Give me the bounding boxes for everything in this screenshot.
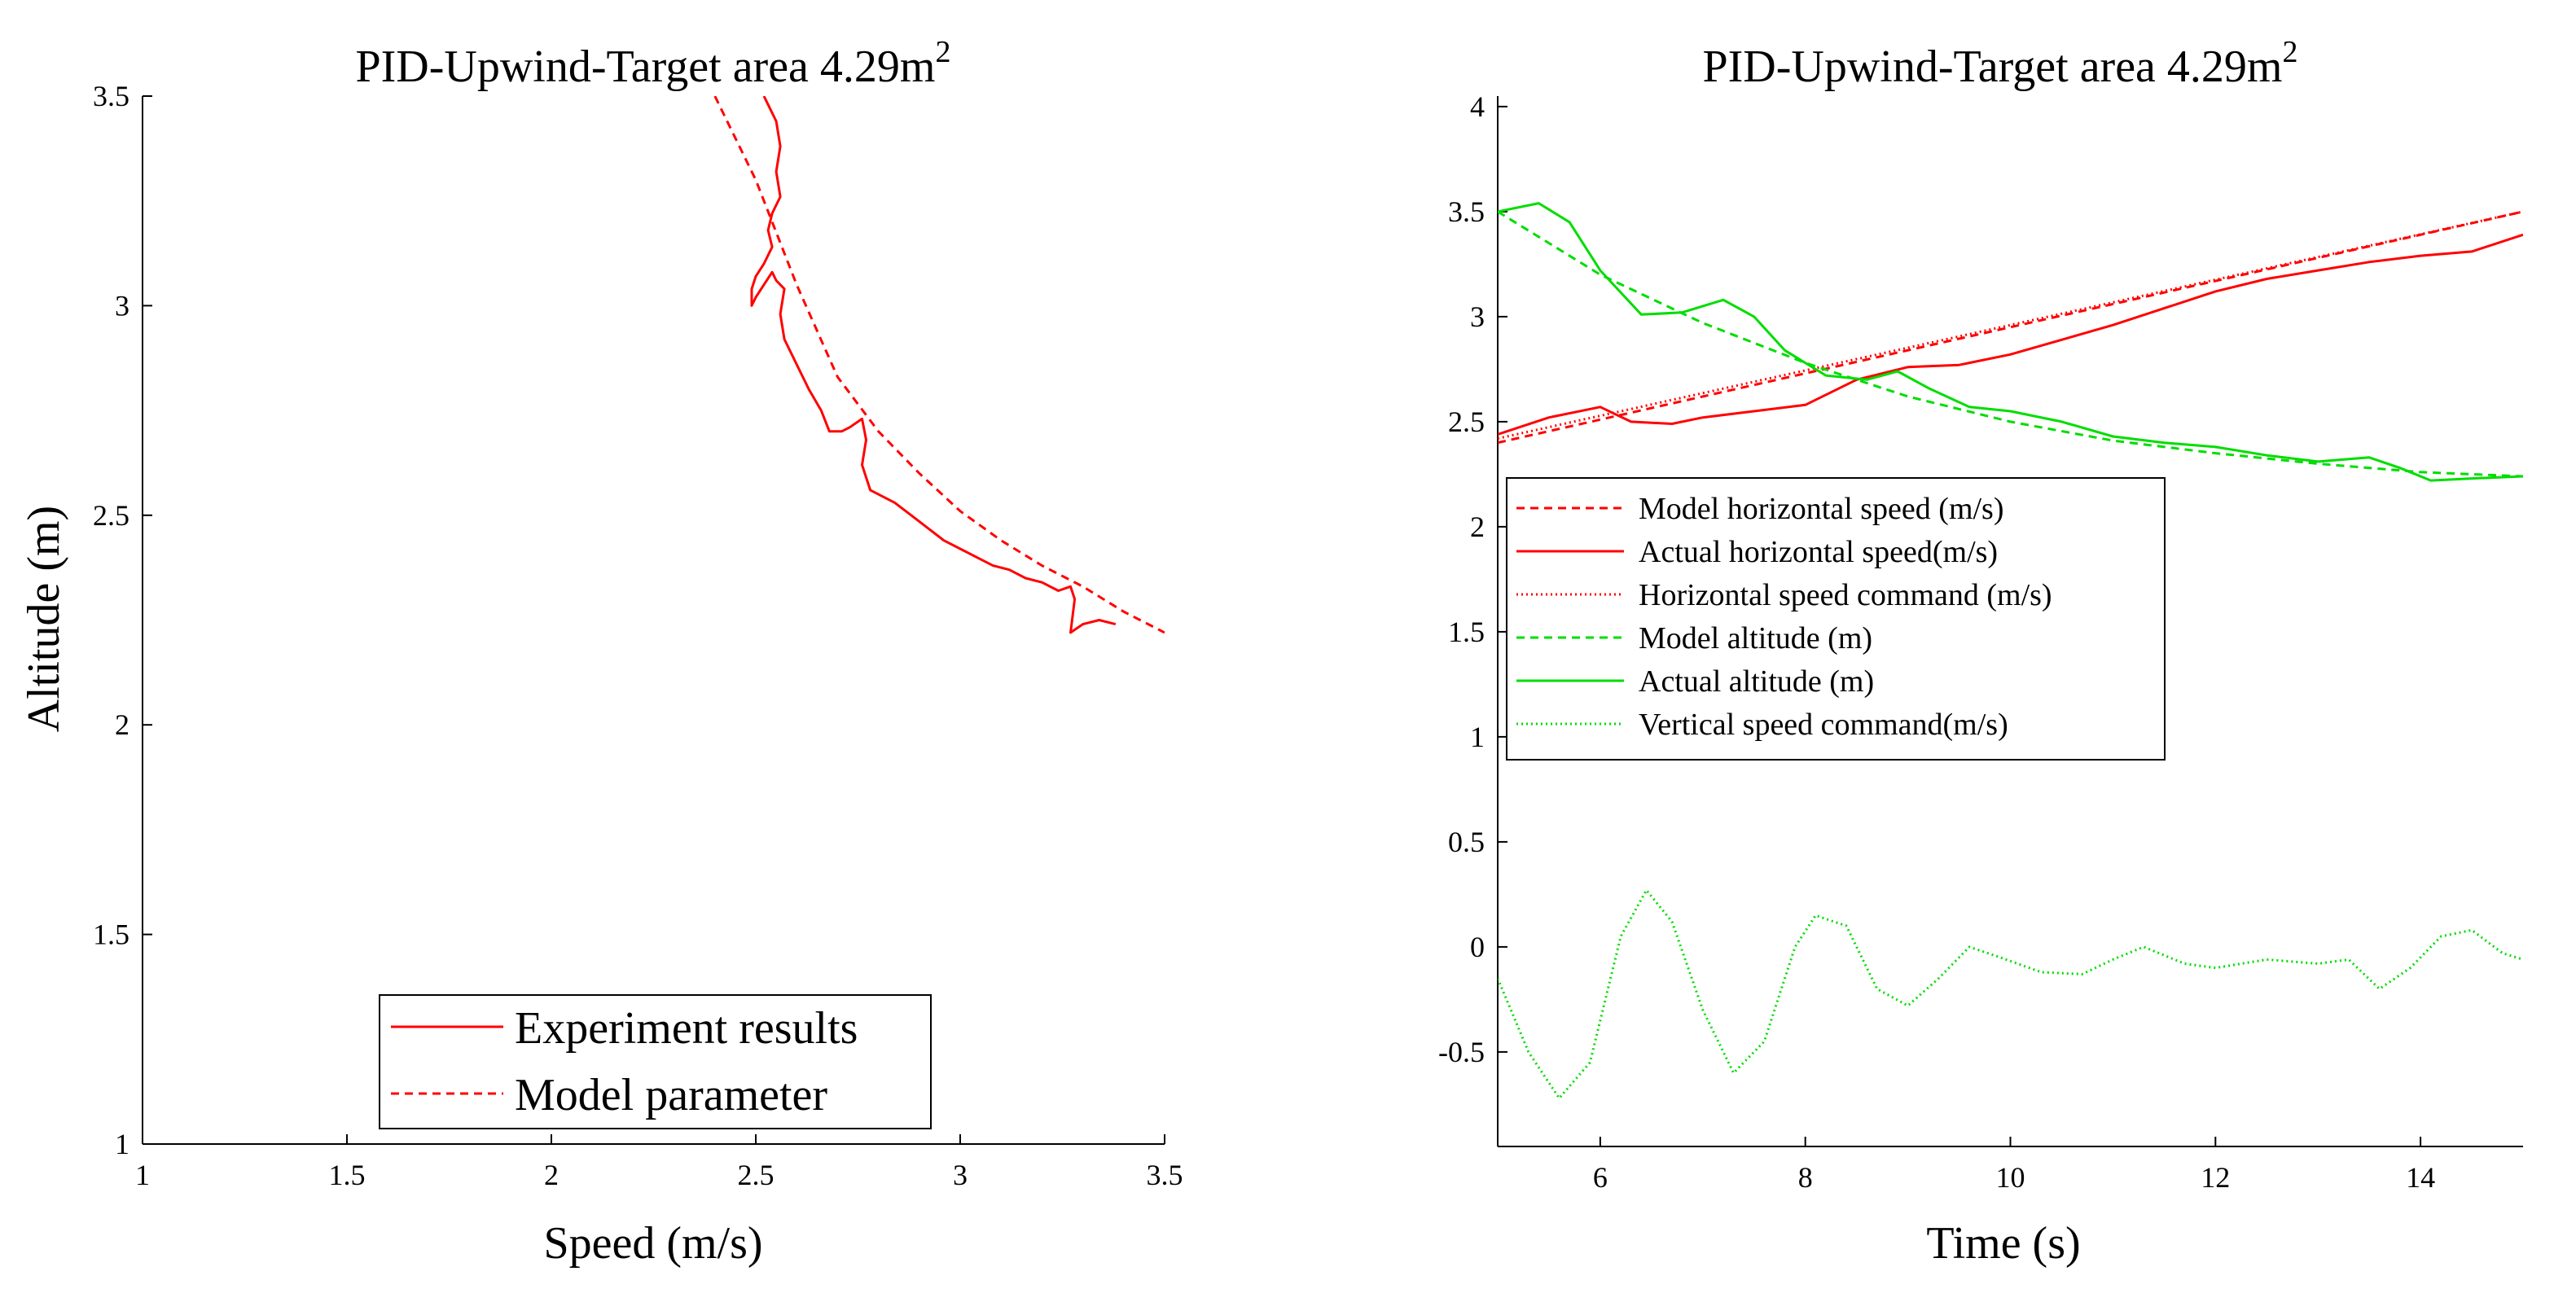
y-tick-label: 2.5: [93, 499, 129, 532]
right-legend-box: [1506, 477, 2166, 761]
legend-label-model-altitude: Model altitude (m): [1639, 621, 1872, 655]
x-tick-label: 14: [2406, 1161, 2435, 1194]
y-tick-label: 1.5: [93, 918, 129, 951]
y-tick-label: 2: [115, 708, 129, 741]
series-line-actual-altitude-m: [1498, 202, 2523, 482]
y-tick-label: 3.5: [93, 80, 129, 112]
y-tick-label: 0: [1470, 931, 1485, 963]
x-tick-label: 3: [953, 1159, 968, 1191]
y-tick-label: 3: [1470, 300, 1485, 333]
y-tick-label: 2.5: [1448, 406, 1485, 438]
y-tick-label: 1: [1470, 721, 1485, 753]
left-chart: PID-Upwind-Target area 4.29m2 1 1.5 2 2.5 3 3…: [19, 35, 1183, 1269]
y-tick-label: 1: [115, 1128, 129, 1160]
series-line-model-altitude-m: [1498, 210, 2523, 478]
x-tick-label: 1.5: [329, 1159, 366, 1191]
right-legend: Model horizontal speed (m/s) Actual hori…: [1506, 477, 2166, 761]
x-tick-label: 1: [135, 1159, 150, 1191]
series-line-actual-horizontal-speed-m-s: [1498, 233, 2523, 436]
right-y-ticks: -0.5 0 0.5 1 1.5 2 2.5 3 3.5 4: [1438, 90, 1507, 1068]
legend-label-experiment-results: Experiment results: [515, 1003, 858, 1054]
series-line-model-horizontal-speed-m-s: [1498, 210, 2523, 445]
left-x-ticks: 1 1.5 2 2.5 3 3.5: [135, 1134, 1183, 1191]
x-tick-label: 6: [1593, 1161, 1608, 1194]
x-tick-label: 3.5: [1147, 1159, 1183, 1191]
y-tick-label: 4: [1470, 90, 1485, 123]
left-x-axis-label: Speed (m/s): [543, 1218, 762, 1269]
right-chart-title: PID-Upwind-Target area 4.29m2: [1703, 35, 2298, 92]
x-tick-label: 8: [1798, 1161, 1813, 1194]
left-chart-title: PID-Upwind-Target area 4.29m2: [356, 35, 951, 92]
left-legend: Experiment results Model parameter: [379, 994, 932, 1129]
left-axes: [142, 96, 1165, 1145]
series-line-model-parameter: [713, 96, 1165, 634]
left-y-ticks: 1 1.5 2 2.5 3 3.5: [93, 80, 152, 1160]
x-tick-label: 2: [544, 1159, 559, 1191]
x-tick-label: 2.5: [738, 1159, 775, 1191]
series-line-experiment-results: [750, 96, 1117, 634]
legend-label-model-horizontal-speed: Model horizontal speed (m/s): [1639, 492, 2004, 526]
legend-label-actual-horizontal-speed: Actual horizontal speed(m/s): [1639, 535, 1998, 569]
left-y-axis-label: Altitude (m): [19, 506, 69, 732]
y-tick-label: 3: [115, 289, 129, 322]
y-tick-label: 0.5: [1448, 826, 1485, 858]
x-tick-label: 10: [1996, 1161, 2025, 1194]
right-x-ticks: 6 8 10 12 14: [1593, 1137, 2435, 1194]
left-series: [713, 96, 1165, 634]
series-line-vertical-speed-command-m-s: [1498, 888, 2523, 1100]
legend-label-actual-altitude: Actual altitude (m): [1639, 664, 1874, 699]
y-tick-label: 3.5: [1448, 195, 1485, 228]
x-tick-label: 12: [2201, 1161, 2230, 1194]
y-tick-label: -0.5: [1438, 1036, 1485, 1068]
left-legend-box: [379, 994, 932, 1129]
legend-label-model-parameter: Model parameter: [515, 1070, 827, 1120]
series-line-horizontal-speed-command-m-s: [1498, 210, 2523, 440]
legend-label-vertical-speed-command: Vertical speed command(m/s): [1639, 708, 2008, 742]
right-chart: PID-Upwind-Target area 4.29m2 6 8 10 12 14 -…: [1438, 35, 2523, 1269]
legend-label-horizontal-speed-command: Horizontal speed command (m/s): [1639, 578, 2052, 612]
right-series: [1498, 202, 2523, 1100]
y-tick-label: 1.5: [1448, 616, 1485, 648]
y-tick-label: 2: [1470, 511, 1485, 543]
right-x-axis-label: Time (s): [1926, 1218, 2080, 1269]
